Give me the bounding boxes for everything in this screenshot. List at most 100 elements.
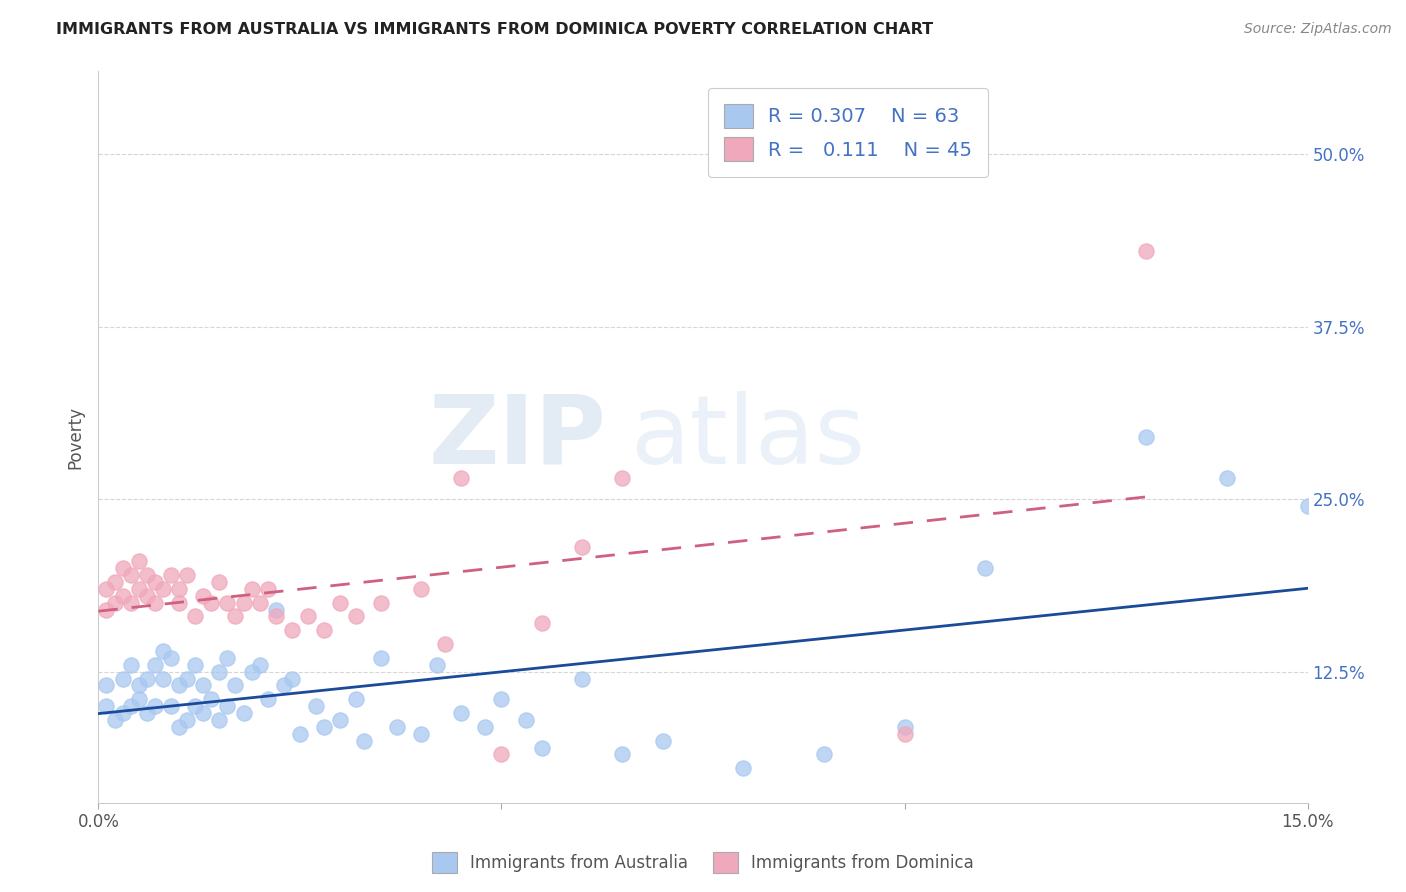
Point	[385, 720, 408, 734]
Point	[813, 747, 835, 762]
Point	[208, 713, 231, 727]
Point	[264, 609, 287, 624]
Point	[96, 582, 118, 596]
Point	[128, 554, 150, 568]
Point	[152, 644, 174, 658]
Y-axis label: Poverty: Poverty	[66, 406, 84, 468]
Point	[193, 678, 215, 692]
Point	[240, 665, 263, 679]
Point	[176, 568, 198, 582]
Point	[200, 692, 222, 706]
Point	[120, 596, 142, 610]
Point	[135, 568, 157, 582]
Point	[200, 596, 222, 610]
Point	[288, 727, 311, 741]
Text: IMMIGRANTS FROM AUSTRALIA VS IMMIGRANTS FROM DOMINICA POVERTY CORRELATION CHART: IMMIGRANTS FROM AUSTRALIA VS IMMIGRANTS …	[56, 22, 934, 37]
Point	[103, 713, 125, 727]
Point	[160, 568, 183, 582]
Point	[370, 651, 392, 665]
Point	[256, 582, 278, 596]
Point	[103, 596, 125, 610]
Point	[515, 713, 537, 727]
Point	[450, 471, 472, 485]
Point	[96, 678, 118, 692]
Point	[344, 692, 367, 706]
Point	[1296, 499, 1319, 513]
Point	[111, 561, 134, 575]
Point	[353, 733, 375, 747]
Point	[96, 602, 118, 616]
Point	[530, 616, 553, 631]
Point	[893, 727, 915, 741]
Point	[193, 706, 215, 720]
Point	[249, 657, 271, 672]
Point	[167, 596, 190, 610]
Point	[111, 589, 134, 603]
Point	[217, 596, 239, 610]
Point	[193, 589, 215, 603]
Point	[232, 596, 254, 610]
Point	[160, 651, 183, 665]
Point	[143, 699, 166, 714]
Point	[329, 596, 352, 610]
Point	[329, 713, 352, 727]
Point	[434, 637, 457, 651]
Point	[491, 747, 513, 762]
Point	[96, 699, 118, 714]
Text: ZIP: ZIP	[429, 391, 606, 483]
Point	[176, 672, 198, 686]
Point	[128, 582, 150, 596]
Point	[208, 574, 231, 589]
Point	[426, 657, 449, 672]
Point	[167, 720, 190, 734]
Point	[135, 589, 157, 603]
Point	[184, 609, 207, 624]
Point	[184, 699, 207, 714]
Point	[530, 740, 553, 755]
Point	[152, 582, 174, 596]
Point	[733, 761, 755, 775]
Legend: Immigrants from Australia, Immigrants from Dominica: Immigrants from Australia, Immigrants fr…	[425, 846, 981, 880]
Point	[224, 609, 246, 624]
Point	[152, 672, 174, 686]
Point	[143, 596, 166, 610]
Point	[167, 678, 190, 692]
Point	[120, 657, 142, 672]
Point	[217, 699, 239, 714]
Text: Source: ZipAtlas.com: Source: ZipAtlas.com	[1244, 22, 1392, 37]
Point	[571, 541, 593, 555]
Legend: R = 0.307    N = 63, R =   0.111    N = 45: R = 0.307 N = 63, R = 0.111 N = 45	[709, 88, 988, 177]
Point	[240, 582, 263, 596]
Point	[297, 609, 319, 624]
Point	[612, 747, 634, 762]
Point	[370, 596, 392, 610]
Point	[281, 672, 304, 686]
Point	[217, 651, 239, 665]
Point	[491, 692, 513, 706]
Point	[208, 665, 231, 679]
Point	[184, 657, 207, 672]
Point	[273, 678, 295, 692]
Point	[249, 596, 271, 610]
Point	[128, 678, 150, 692]
Point	[450, 706, 472, 720]
Point	[135, 672, 157, 686]
Point	[651, 733, 673, 747]
Point	[314, 720, 336, 734]
Point	[160, 699, 183, 714]
Point	[409, 582, 432, 596]
Point	[409, 727, 432, 741]
Point	[612, 471, 634, 485]
Point	[143, 657, 166, 672]
Point	[120, 568, 142, 582]
Point	[974, 561, 997, 575]
Text: atlas: atlas	[630, 391, 866, 483]
Point	[571, 672, 593, 686]
Point	[344, 609, 367, 624]
Point	[167, 582, 190, 596]
Point	[111, 672, 134, 686]
Point	[176, 713, 198, 727]
Point	[281, 624, 304, 638]
Point	[120, 699, 142, 714]
Point	[128, 692, 150, 706]
